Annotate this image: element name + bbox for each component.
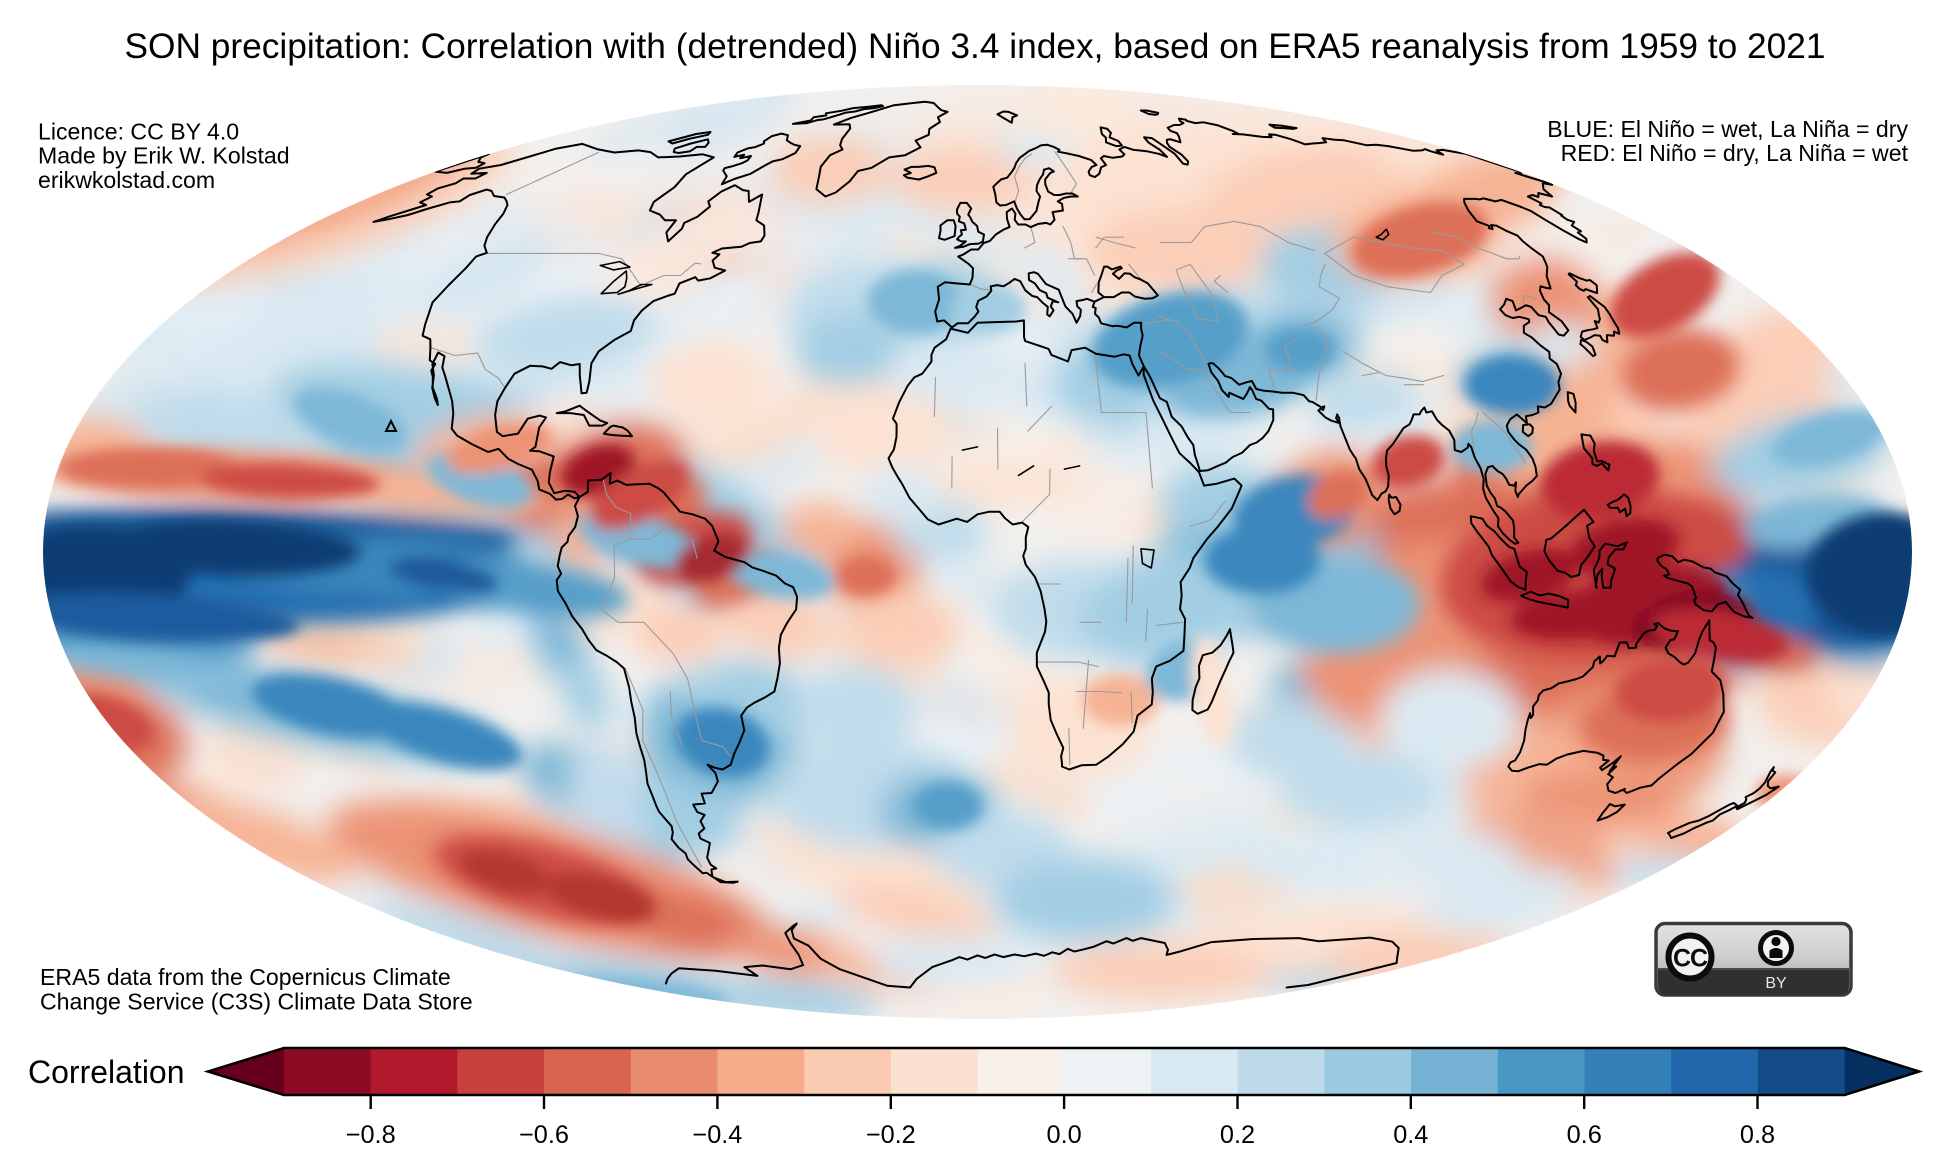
svg-text:BLUE: El Niño = wet, La Niña =: BLUE: El Niño = wet, La Niña = dry [1547,116,1908,142]
svg-text:ERA5 data from the Copernicus: ERA5 data from the Copernicus Climate [40,964,451,990]
svg-text:0.6: 0.6 [1567,1121,1602,1149]
svg-text:0.4: 0.4 [1393,1121,1428,1149]
svg-text:Change Service (C3S) Climate D: Change Service (C3S) Climate Data Store [40,989,473,1015]
svg-text:0.0: 0.0 [1047,1121,1082,1149]
svg-text:Correlation: Correlation [28,1054,185,1090]
svg-text:CC: CC [1673,945,1708,973]
svg-text:RED: El Niño = dry, La Niña =: RED: El Niño = dry, La Niña = wet [1561,140,1909,166]
svg-text:0.2: 0.2 [1220,1121,1255,1149]
svg-text:0.8: 0.8 [1740,1121,1775,1149]
svg-text:erikwkolstad.com: erikwkolstad.com [38,167,215,193]
svg-text:SON precipitation: Correlation: SON precipitation: Correlation with (det… [124,27,1825,66]
svg-text:−0.2: −0.2 [866,1121,916,1149]
svg-text:−0.6: −0.6 [519,1121,569,1149]
svg-text:−0.4: −0.4 [692,1121,742,1149]
svg-text:Licence: CC BY 4.0: Licence: CC BY 4.0 [38,119,239,145]
svg-text:BY: BY [1765,975,1787,992]
svg-text:−0.8: −0.8 [346,1121,396,1149]
svg-text:Made by Erik W. Kolstad: Made by Erik W. Kolstad [38,143,290,169]
